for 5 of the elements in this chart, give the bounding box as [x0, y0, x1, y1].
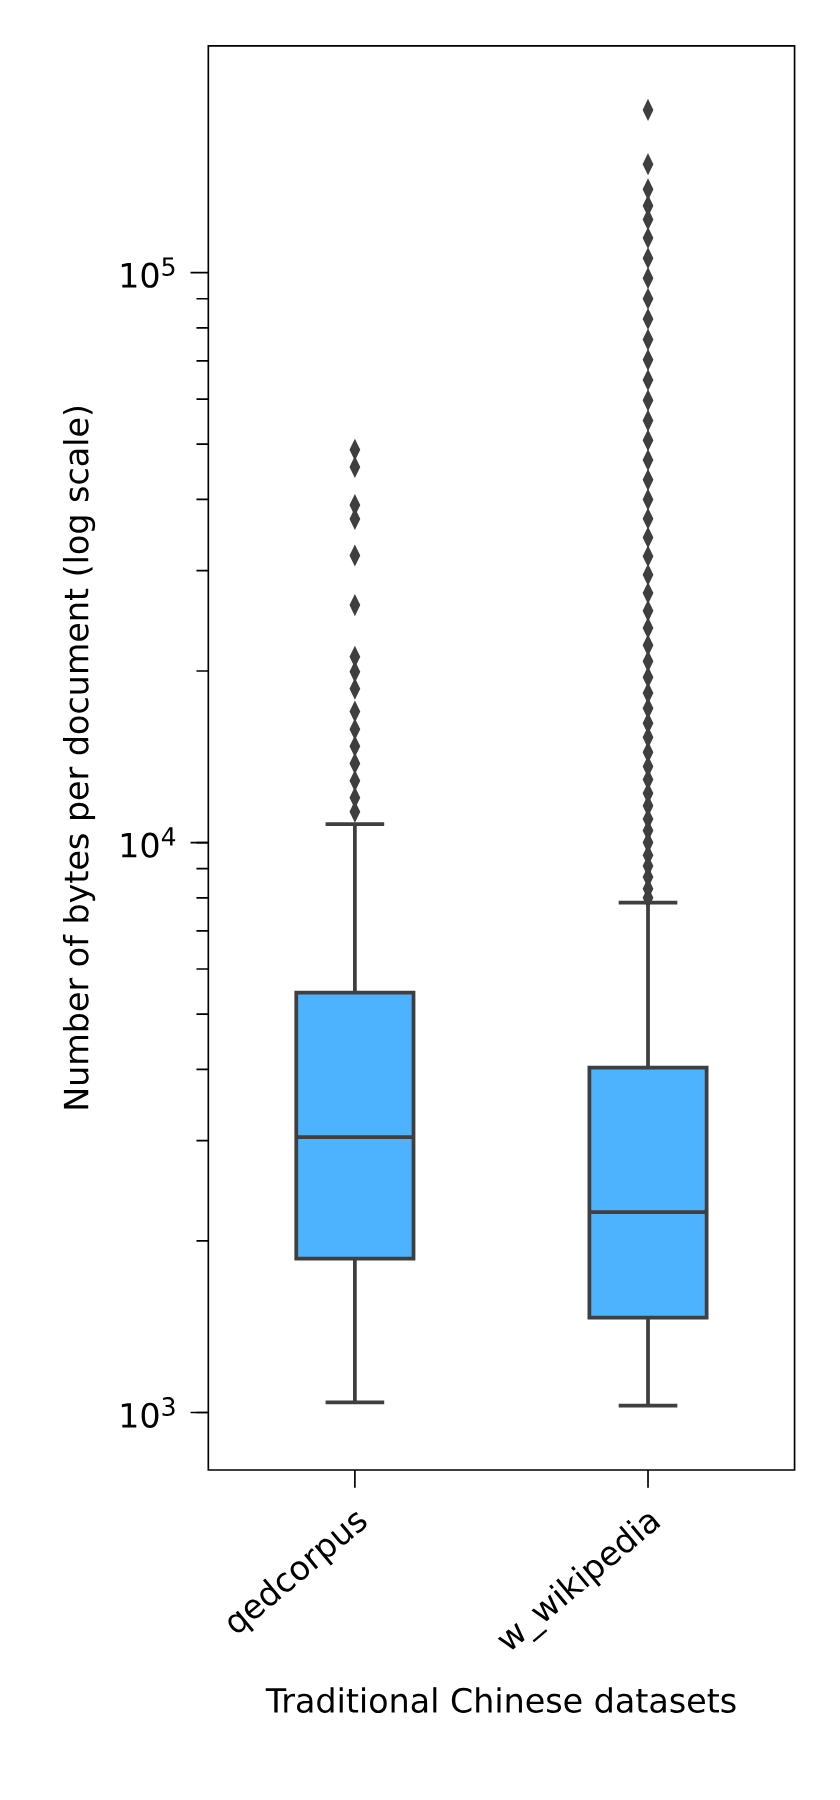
- y-tick-label: 10$^{4}$: [121, 827, 176, 858]
- y-axis-title: Number of bytes per document (log scale): [62, 406, 96, 1109]
- y-tick-label: 10$^{5}$: [121, 257, 175, 288]
- x-axis-title: Traditional Chinese datasets: [265, 1687, 736, 1713]
- y-tick-label: 10$^{3}$: [121, 1397, 175, 1428]
